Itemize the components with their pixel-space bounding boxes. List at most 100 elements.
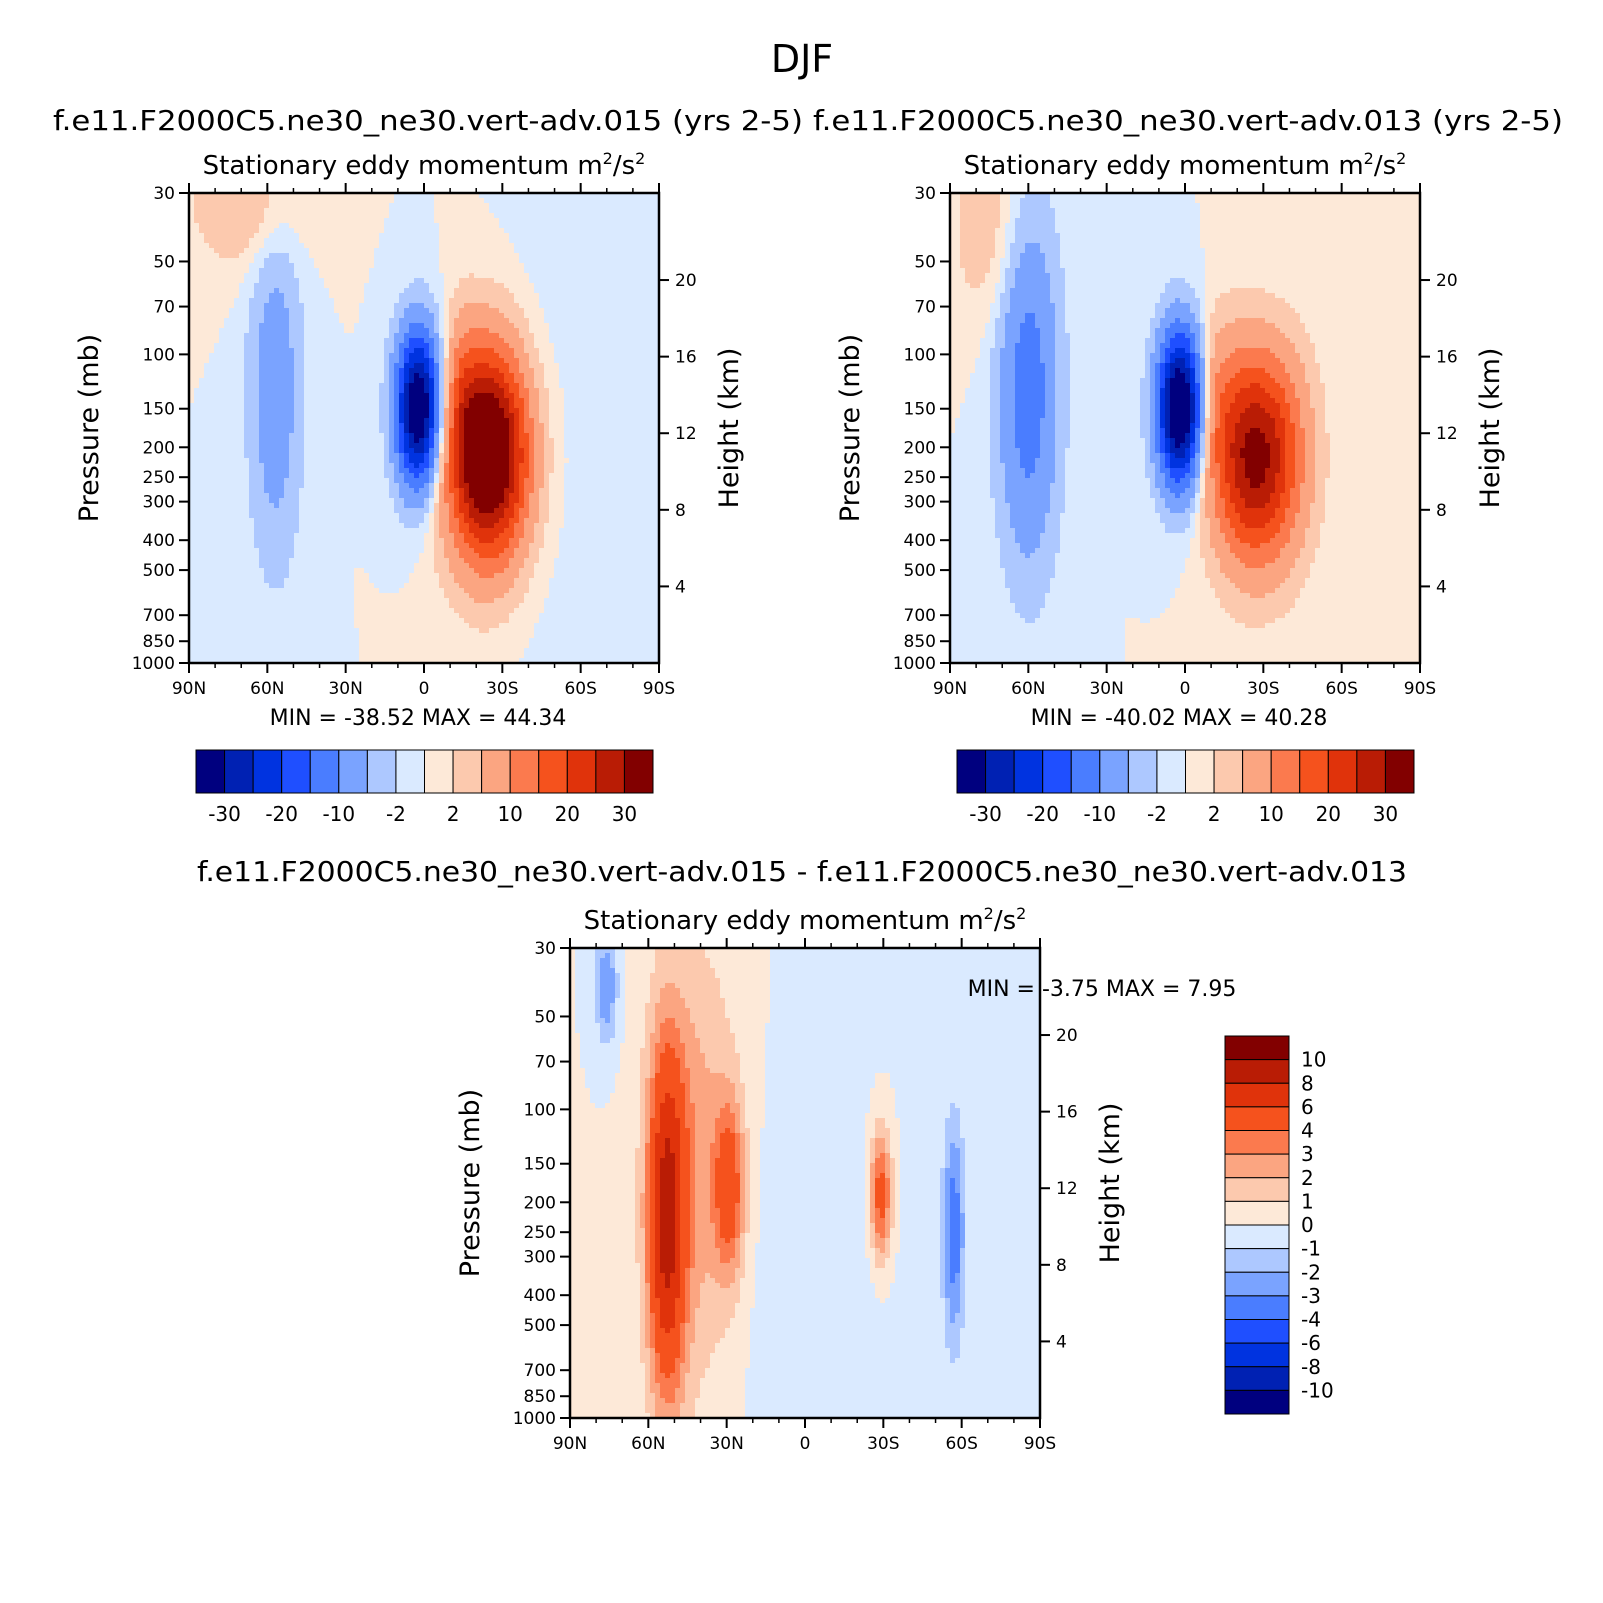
colorbar-box — [1327, 749, 1358, 794]
colorbar-label: 2 — [1301, 1166, 1314, 1190]
panel-2: Stationary eddy momentum m2/s2 90N 60N 30N 0… — [835, 149, 1506, 826]
x-tick-label: 90S — [643, 679, 675, 699]
colorbar-label: 8 — [1301, 1071, 1314, 1095]
height-tick-label: 20 — [675, 271, 697, 291]
colorbar-box — [1042, 749, 1072, 794]
colorbar-label: 30 — [612, 802, 637, 826]
y-tick-label: 30 — [914, 184, 936, 204]
colorbar-box — [195, 749, 226, 794]
colorbar-box — [985, 749, 1015, 794]
y-tick-label: 400 — [143, 531, 175, 551]
y-tick-label: 150 — [143, 400, 175, 420]
colorbar-label: -3 — [1301, 1284, 1321, 1308]
colorbar-label: -8 — [1301, 1355, 1321, 1379]
y-right-axis-label: Height (km) — [1095, 1103, 1126, 1264]
colorbar-box — [509, 749, 540, 794]
colorbar-label: -10 — [322, 802, 355, 826]
height-tick-label: 12 — [675, 424, 697, 444]
y-tick-label: 1000 — [893, 654, 936, 674]
colorbar-box — [1224, 1248, 1290, 1273]
colorbar-label: 0 — [1301, 1213, 1314, 1237]
colorbar-box — [224, 749, 254, 794]
colorbar-box — [1224, 1366, 1290, 1391]
colorbar-label: -20 — [265, 802, 298, 826]
colorbar-label: 6 — [1301, 1095, 1314, 1119]
panel-subtitle: Stationary eddy momentum m2/s2 — [964, 149, 1407, 181]
height-tick-label: 16 — [1436, 348, 1458, 368]
y-tick-label: 250 — [524, 1223, 556, 1243]
panel-subtitle: Stationary eddy momentum m2/s2 — [203, 149, 646, 181]
x-tick-label: 60S — [564, 679, 596, 699]
x-tick-label: 30N — [1089, 679, 1123, 699]
colorbar-box — [1224, 1130, 1290, 1155]
colorbar: -30 -20 -10 -2 2 10 20 30 — [195, 749, 654, 826]
colorbar-label: 3 — [1301, 1142, 1314, 1166]
case1-title: f.e11.F2000C5.ne30_ne30.vert-adv.015 (yr… — [53, 104, 803, 137]
y-tick-label: 300 — [904, 493, 936, 513]
colorbar-box — [1156, 749, 1186, 794]
colorbar-label: 10 — [1258, 802, 1283, 826]
colorbar-box — [1224, 1177, 1290, 1202]
colorbar-box — [1224, 1200, 1290, 1226]
colorbar-box — [1224, 1224, 1290, 1250]
y-tick-label: 700 — [904, 606, 936, 626]
colorbar-box — [1299, 749, 1329, 794]
y-tick-label: 1000 — [513, 1409, 556, 1429]
height-tick-label: 8 — [675, 501, 686, 521]
colorbar-box — [452, 749, 483, 794]
colorbar-box — [1070, 749, 1101, 794]
y-tick-label: 700 — [524, 1361, 556, 1381]
colorbar-box — [623, 749, 654, 794]
colorbar-box — [1013, 749, 1044, 794]
panel-subtitle: Stationary eddy momentum m2/s2 — [584, 904, 1027, 936]
colorbar-label: 4 — [1301, 1119, 1314, 1143]
colorbar-box — [1224, 1035, 1290, 1061]
y-tick-label: 30 — [534, 939, 556, 959]
x-tick-label: 90S — [1024, 1434, 1056, 1454]
x-tick-label: 90N — [172, 679, 206, 699]
height-tick-label: 20 — [1056, 1026, 1078, 1046]
colorbar-box — [252, 749, 283, 794]
colorbar-label: -2 — [1147, 802, 1167, 826]
y-tick-label: 850 — [524, 1387, 556, 1407]
y-tick-label: 500 — [143, 561, 175, 581]
colorbar-box — [566, 749, 597, 794]
colorbar-box — [309, 749, 340, 794]
y-tick-label: 700 — [143, 606, 175, 626]
x-tick-label: 60S — [945, 1434, 977, 1454]
x-tick-label: 60N — [1011, 679, 1045, 699]
y-tick-label: 400 — [904, 531, 936, 551]
colorbar-label: 30 — [1373, 802, 1398, 826]
colorbar-label: -2 — [1301, 1260, 1321, 1284]
min-max-text: MIN = -38.52 MAX = 44.34 — [270, 706, 567, 731]
colorbar-box — [1224, 1059, 1290, 1084]
diff-title: f.e11.F2000C5.ne30_ne30.vert-adv.015 - f… — [197, 855, 1407, 888]
colorbar-box — [1384, 749, 1415, 794]
x-tick-label: 30N — [328, 679, 362, 699]
colorbar-box — [1270, 749, 1301, 794]
colorbar-label: 1 — [1301, 1189, 1314, 1213]
y-tick-label: 150 — [524, 1155, 556, 1175]
y-tick-label: 1000 — [132, 654, 175, 674]
colorbar-label: -2 — [386, 802, 406, 826]
x-tick-label: 30S — [486, 679, 518, 699]
height-tick-label: 4 — [1436, 577, 1447, 597]
colorbar-label: -4 — [1301, 1308, 1321, 1332]
y-tick-label: 70 — [534, 1053, 556, 1073]
x-tick-label: 90N — [553, 1434, 587, 1454]
y-right-axis-label: Height (km) — [714, 348, 745, 509]
y-tick-label: 100 — [143, 345, 175, 365]
y-tick-label: 200 — [143, 438, 175, 458]
y-axis-label: Pressure (mb) — [74, 334, 105, 522]
height-tick-label: 16 — [675, 348, 697, 368]
panel-1: Stationary eddy momentum m2/s2 90N 60N 30N 0… — [74, 149, 745, 826]
x-tick-label: 0 — [1180, 679, 1191, 699]
x-tick-label: 60S — [1325, 679, 1357, 699]
colorbar-box — [1213, 749, 1244, 794]
colorbar-box — [281, 749, 311, 794]
colorbar-box — [595, 749, 625, 794]
x-tick-label: 30S — [867, 1434, 899, 1454]
colorbar-label: 10 — [1301, 1048, 1326, 1072]
